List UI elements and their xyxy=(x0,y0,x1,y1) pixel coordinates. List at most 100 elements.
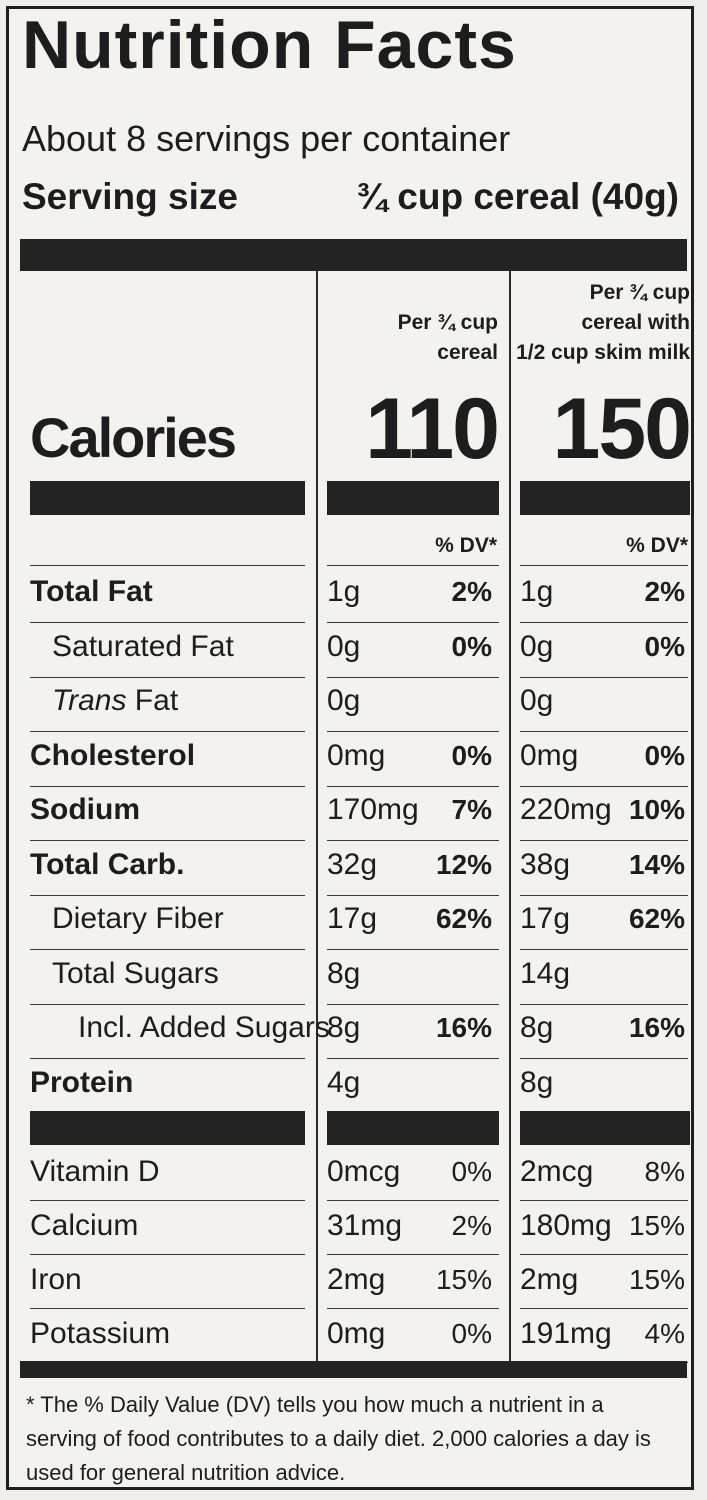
row-divider xyxy=(30,1254,305,1255)
vitamin-name: Potassium xyxy=(30,1317,171,1350)
row-divider xyxy=(327,1200,499,1201)
dv-col-2: 15% xyxy=(628,1264,685,1295)
servings-per-container: About 8 servings per container xyxy=(22,118,511,159)
nutrient-name: Protein xyxy=(30,1065,134,1099)
dv-col-1: 0% xyxy=(451,1156,492,1187)
dv-col-1: 12% xyxy=(435,848,492,880)
column-divider-2 xyxy=(509,271,511,1361)
amount-col-2: 38g xyxy=(520,847,571,881)
row-divider xyxy=(520,676,688,678)
row-divider xyxy=(327,565,499,566)
nutrient-name: Saturated Fat xyxy=(52,629,234,663)
amount-col-1: 0g xyxy=(327,629,361,663)
footnote: * The % Daily Value (DV) tells you how m… xyxy=(26,1392,651,1485)
dv-col-1: 0% xyxy=(451,630,492,662)
row-divider xyxy=(520,785,688,787)
row-divider xyxy=(520,1254,688,1255)
label-title: Nutrition Facts xyxy=(22,7,517,83)
amount-col-2: 17g xyxy=(520,902,571,935)
row-divider xyxy=(30,676,305,678)
amount-col-1: 0g xyxy=(327,684,361,717)
amount-col-2: 180mg xyxy=(520,1209,612,1242)
row-divider xyxy=(30,785,305,787)
amount-col-1: 2mg xyxy=(327,1263,386,1296)
nutrient-name: Sodium xyxy=(30,793,140,826)
dv-col-1: 0% xyxy=(451,739,492,771)
nutrient-name-italic: Trans xyxy=(52,684,127,717)
row-divider xyxy=(327,731,499,732)
row-divider xyxy=(327,1254,499,1255)
amount-col-1: 170mg xyxy=(327,793,419,826)
dv-col-2: 15% xyxy=(628,1210,685,1241)
dv-col-2: 4% xyxy=(644,1318,685,1349)
dv-col-2: 10% xyxy=(628,794,685,825)
dv-col-2: 14% xyxy=(628,848,685,880)
amount-col-2: 2mg xyxy=(520,1263,579,1296)
dv-col-1: 7% xyxy=(451,794,492,825)
amount-col-1: 32g xyxy=(327,847,378,881)
row-divider xyxy=(327,949,499,950)
column-1-header-line: cereal xyxy=(437,341,498,364)
column-1-header: Per ¾ cup cereal xyxy=(320,308,498,368)
dv-col-1: 2% xyxy=(451,1210,492,1241)
amount-col-2: 8g xyxy=(520,1011,554,1044)
amount-col-1: 17g xyxy=(327,902,378,935)
row-divider xyxy=(520,1058,688,1059)
amount-col-1: 31mg xyxy=(327,1209,403,1242)
amount-col-1: 0mcg xyxy=(327,1155,401,1188)
row-divider xyxy=(30,731,305,732)
dv-col-2: 8% xyxy=(644,1156,685,1187)
row-divider xyxy=(30,622,305,623)
dv-col-1: 0% xyxy=(451,1318,492,1349)
footnote-divider xyxy=(20,1361,687,1378)
amount-col-1: 0mg xyxy=(327,1317,386,1350)
calories-divider-bar xyxy=(327,481,499,515)
row-divider xyxy=(30,840,305,841)
thick-divider xyxy=(20,239,687,271)
dv-header-2: % DV* xyxy=(626,534,688,557)
serving-size-value: ¾ cup cereal (40g) xyxy=(356,176,679,217)
row-divider xyxy=(520,894,688,896)
amount-col-1: 1g xyxy=(327,575,361,608)
row-divider xyxy=(520,1308,688,1309)
row-divider xyxy=(520,622,688,623)
amount-col-2: 220mg xyxy=(520,793,612,826)
dv-col-2: 0% xyxy=(644,739,685,771)
row-divider xyxy=(30,949,305,950)
nutrient-name: Trans Fat xyxy=(52,684,179,717)
row-divider xyxy=(30,1058,305,1059)
amount-col-2: 0g xyxy=(520,684,554,717)
calories-value-2: 150 xyxy=(552,381,693,477)
dv-col-1: 62% xyxy=(435,903,492,934)
column-1-header-line: Per ¾ cup xyxy=(397,311,498,334)
dv-col-1: 16% xyxy=(435,1012,492,1043)
vitamin-divider-bar xyxy=(327,1111,499,1145)
column-2-header-line: cereal with xyxy=(581,311,690,334)
dv-col-1: 15% xyxy=(435,1264,492,1295)
column-2-header: Per ¾ cup cereal with 1/2 cup skim milk xyxy=(512,278,690,368)
column-2-header-line: Per ¾ cup xyxy=(589,281,690,304)
row-divider xyxy=(30,1308,305,1309)
column-2-header-line: 1/2 cup skim milk xyxy=(516,341,690,364)
amount-col-1: 4g xyxy=(327,1065,361,1099)
row-divider xyxy=(327,894,499,896)
nutrient-name: Dietary Fiber xyxy=(52,902,224,935)
vitamin-name: Iron xyxy=(30,1263,82,1296)
calories-label: Calories xyxy=(30,406,237,469)
vitamin-name: Vitamin D xyxy=(30,1155,160,1188)
amount-col-2: 8g xyxy=(520,1065,554,1099)
nutrient-name: Cholesterol xyxy=(30,738,196,772)
row-divider xyxy=(520,1200,688,1201)
dv-header-1: % DV* xyxy=(435,534,497,557)
row-divider xyxy=(30,894,305,896)
amount-col-1: 0mg xyxy=(327,738,386,772)
amount-col-2: 14g xyxy=(520,956,571,990)
dv-col-1: 2% xyxy=(451,576,492,607)
row-divider xyxy=(520,565,688,566)
nutrient-name: Total Fat xyxy=(30,575,153,608)
serving-size-label: Serving size xyxy=(22,176,238,217)
row-divider xyxy=(327,1058,499,1059)
row-divider xyxy=(327,1003,499,1005)
amount-col-2: 191mg xyxy=(520,1317,612,1350)
dv-col-2: 2% xyxy=(644,576,685,607)
